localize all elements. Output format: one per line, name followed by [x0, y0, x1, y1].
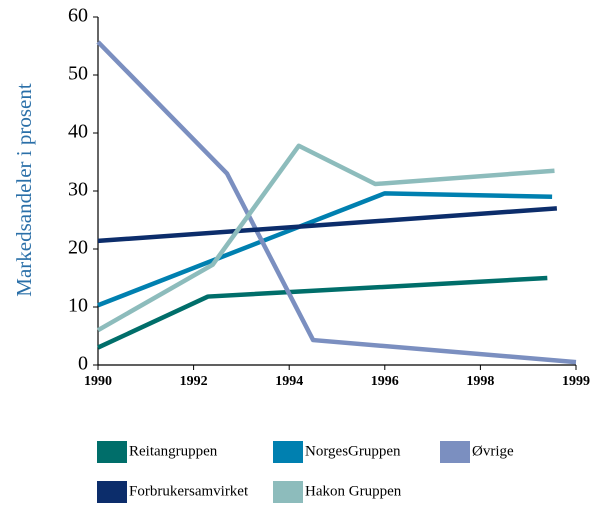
y-tick-label: 0 — [78, 353, 88, 375]
x-tick-label: 1992 — [180, 374, 208, 389]
series-line — [97, 206, 558, 244]
series-line — [97, 191, 553, 308]
legend-label: Reitangruppen — [129, 443, 218, 459]
legend-swatch — [97, 481, 127, 503]
y-tick-label: 60 — [68, 5, 88, 27]
series-line — [96, 143, 555, 333]
x-tick-label: 1998 — [466, 374, 494, 389]
legend-label: Øvrige — [472, 443, 514, 459]
y-tick-label: 20 — [68, 237, 88, 259]
legend-label: Hakon Gruppen — [305, 483, 402, 499]
series-line — [96, 40, 577, 365]
y-tick-label: 40 — [68, 121, 88, 143]
y-tick-label: 50 — [68, 63, 88, 85]
x-tick-label: 1999 — [562, 374, 590, 389]
legend-swatch — [273, 441, 303, 463]
legend-swatch — [440, 441, 470, 463]
legend-swatch — [273, 481, 303, 503]
y-tick-label: 10 — [68, 295, 88, 317]
legend-label: Forbrukersamvirket — [129, 483, 249, 499]
x-tick-label: 1996 — [371, 374, 399, 389]
x-tick-label: 1990 — [84, 374, 112, 389]
series-line — [97, 275, 548, 350]
legend-swatch — [97, 441, 127, 463]
legend-label: NorgesGruppen — [305, 443, 401, 459]
y-tick-label: 30 — [68, 179, 88, 201]
y-axis-label: Markedsandeler i prosent — [12, 83, 36, 297]
x-tick-label: 1994 — [275, 374, 303, 389]
